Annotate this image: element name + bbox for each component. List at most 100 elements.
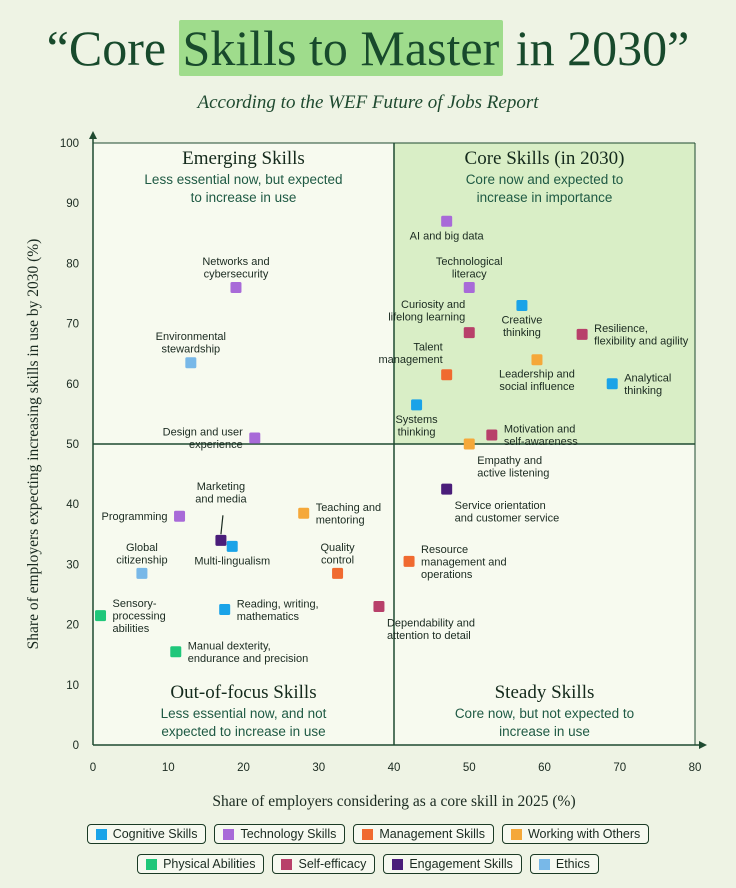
data-point-label: and media xyxy=(195,493,247,505)
data-point xyxy=(576,328,588,340)
y-tick-label: 90 xyxy=(66,198,79,210)
x-tick-label: 50 xyxy=(463,762,476,774)
quadrant-description: Core now, but not expected to xyxy=(455,706,634,721)
page-subtitle: According to the WEF Future of Jobs Repo… xyxy=(197,92,539,113)
data-point-label: lifelong learning xyxy=(388,312,465,324)
legend-label: Engagement Skills xyxy=(409,857,513,871)
data-point-label: active listening xyxy=(477,468,549,480)
legend-row-2: Physical Abilities Self-efficacy Engagemen… xyxy=(20,854,716,874)
data-point-label: processing xyxy=(113,611,166,623)
data-point-label: management and xyxy=(421,556,507,568)
x-axis-arrow xyxy=(699,741,707,749)
data-point-label: endurance and precision xyxy=(188,653,308,665)
quadrant-description: Less essential now, but expected xyxy=(144,172,342,187)
x-tick-label: 20 xyxy=(237,762,250,774)
data-point xyxy=(185,357,197,369)
x-tick-label: 0 xyxy=(90,762,96,774)
legend-swatch xyxy=(510,828,522,840)
data-point-label: Talent xyxy=(413,341,442,353)
legend-swatch xyxy=(223,828,235,840)
data-point-label: Dependability and xyxy=(387,618,475,630)
y-tick-label: 10 xyxy=(66,680,79,692)
quadrant-description: to increase in use xyxy=(191,190,297,205)
data-point xyxy=(486,429,498,441)
quadrant-title: Emerging Skills xyxy=(182,148,305,169)
legend-swatch xyxy=(538,858,550,870)
data-point xyxy=(606,378,618,390)
data-point xyxy=(373,601,385,613)
legend-item: Technology Skills xyxy=(214,824,346,844)
legend-swatch xyxy=(362,828,374,840)
x-tick-label: 80 xyxy=(689,762,702,774)
quadrant-title: Steady Skills xyxy=(495,682,595,703)
legend-item: Cognitive Skills xyxy=(86,824,207,844)
data-point xyxy=(298,507,310,519)
legend-row-1: Cognitive Skills Technology Skills Managem… xyxy=(20,824,716,844)
legend-label: Self-efficacy xyxy=(298,857,367,871)
data-point xyxy=(441,369,453,381)
core-quadrant-background xyxy=(394,143,695,444)
data-point xyxy=(215,534,227,546)
data-point-label: self-awareness xyxy=(504,436,578,448)
y-tick-label: 60 xyxy=(66,379,79,391)
data-point xyxy=(463,281,475,293)
data-point-label: citizenship xyxy=(116,554,167,566)
data-point-label: management xyxy=(378,354,442,366)
data-point-label: abilities xyxy=(113,623,150,635)
data-point-label: Service orientation xyxy=(455,500,546,512)
data-point xyxy=(463,438,475,450)
x-axis-label: Share of employers considering as a core… xyxy=(212,793,575,810)
quadrant-description: Core now and expected to xyxy=(466,172,624,187)
data-point-label: social influence xyxy=(499,381,574,393)
data-point-label: Marketing xyxy=(197,481,245,493)
page-title: “Core Skills to Master in 2030” xyxy=(46,20,690,76)
x-tick-label: 10 xyxy=(162,762,175,774)
legend-item: Working with Others xyxy=(501,824,650,844)
y-axis-arrow xyxy=(89,131,97,139)
data-point-label: thinking xyxy=(503,327,541,339)
data-point xyxy=(463,327,475,339)
data-point-label: Environmental xyxy=(156,331,226,343)
data-point-label: Networks and xyxy=(202,256,269,268)
legend-item: Self-efficacy xyxy=(272,854,376,874)
y-tick-label: 20 xyxy=(66,620,79,632)
data-point xyxy=(136,567,148,579)
data-point-label: AI and big data xyxy=(410,230,485,242)
quadrant-description: Less essential now, and not xyxy=(161,706,327,721)
data-point-label: Multi-lingualism xyxy=(194,555,270,567)
legend-item: Management Skills xyxy=(353,824,494,844)
data-point xyxy=(411,399,423,411)
y-tick-label: 70 xyxy=(66,319,79,331)
quadrant-title: Core Skills (in 2030) xyxy=(465,148,625,169)
data-point-label: Motivation and xyxy=(504,424,576,436)
data-point xyxy=(95,610,107,622)
data-point-label: and customer service xyxy=(455,513,560,525)
legend-swatch xyxy=(281,858,293,870)
data-point-label: Analytical xyxy=(624,373,671,385)
legend-swatch xyxy=(392,858,404,870)
data-point xyxy=(219,604,231,616)
legend-swatch xyxy=(146,858,158,870)
data-point-label: Manual dexterity, xyxy=(188,640,271,652)
legend-label: Technology Skills xyxy=(240,827,337,841)
x-tick-label: 70 xyxy=(613,762,626,774)
data-point-label: Design and user xyxy=(163,427,243,439)
data-point-label: Resilience, xyxy=(594,323,648,335)
data-point xyxy=(441,483,453,495)
data-point xyxy=(332,567,344,579)
y-tick-label: 0 xyxy=(73,740,79,752)
data-point-label: Curiosity and xyxy=(401,299,465,311)
legend-item: Engagement Skills xyxy=(383,854,522,874)
data-point xyxy=(174,510,186,522)
data-point xyxy=(230,281,242,293)
data-point-label: operations xyxy=(421,569,473,581)
legend-label: Physical Abilities xyxy=(163,857,256,871)
data-point xyxy=(226,540,238,552)
y-tick-label: 40 xyxy=(66,499,79,511)
title-highlight: Skills to Master xyxy=(178,20,504,76)
data-point-label: mathematics xyxy=(237,611,300,623)
data-point-label: Leadership and xyxy=(499,369,575,381)
y-tick-label: 30 xyxy=(66,559,79,571)
data-point-label: Programming xyxy=(102,511,168,523)
quadrant-description: increase in use xyxy=(499,724,590,739)
